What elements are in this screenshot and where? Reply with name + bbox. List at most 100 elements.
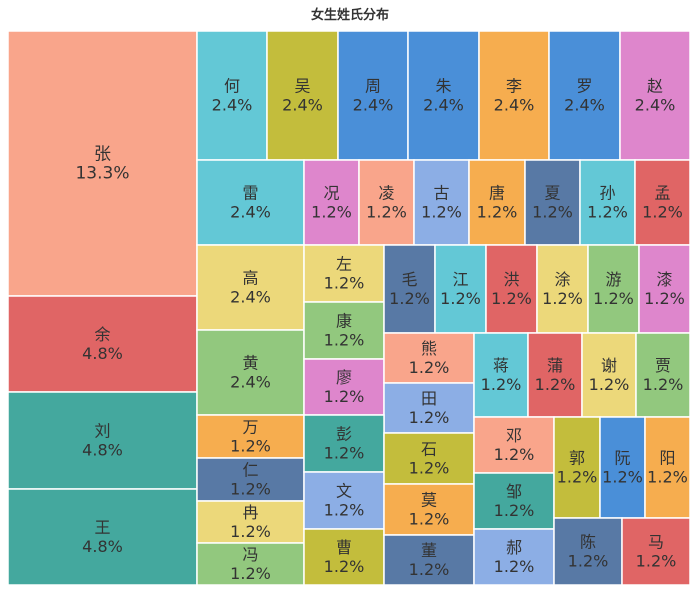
treemap-tile-rect[interactable] xyxy=(413,159,470,246)
treemap-tile[interactable]: 夏1.2% xyxy=(524,159,581,246)
treemap-tile-rect[interactable] xyxy=(553,416,601,519)
treemap-tile-rect[interactable] xyxy=(383,534,475,586)
treemap-tile[interactable]: 雷2.4% xyxy=(196,159,305,246)
treemap-tile[interactable]: 田1.2% xyxy=(383,382,475,434)
treemap-tile-rect[interactable] xyxy=(579,159,636,246)
treemap-tile[interactable]: 阳1.2% xyxy=(644,416,691,519)
treemap-tile[interactable]: 张13.3% xyxy=(7,30,198,297)
tile-value-label: 1.2% xyxy=(642,203,683,222)
treemap-tile-rect[interactable] xyxy=(303,159,360,246)
tile-name-label: 涂 xyxy=(554,270,570,289)
treemap-tile[interactable]: 马1.2% xyxy=(621,517,691,586)
treemap-tile-rect[interactable] xyxy=(478,30,550,161)
treemap-tile[interactable]: 冯1.2% xyxy=(196,542,305,586)
treemap-tile[interactable]: 古1.2% xyxy=(413,159,470,246)
treemap-tile[interactable]: 陈1.2% xyxy=(553,517,623,586)
treemap-tile[interactable]: 涂1.2% xyxy=(536,244,589,334)
treemap-tile[interactable]: 刘4.8% xyxy=(7,391,198,490)
treemap-tile[interactable]: 莫1.2% xyxy=(383,483,475,536)
treemap-tile[interactable]: 仁1.2% xyxy=(196,457,305,502)
treemap-tile[interactable]: 郝1.2% xyxy=(473,528,555,586)
treemap-tile-rect[interactable] xyxy=(266,30,339,161)
treemap-tile[interactable]: 李2.4% xyxy=(478,30,550,161)
treemap-tile[interactable]: 余4.8% xyxy=(7,295,198,393)
treemap-tile[interactable]: 邓1.2% xyxy=(473,416,555,474)
treemap-tile[interactable]: 廖1.2% xyxy=(303,358,385,416)
treemap-tile-rect[interactable] xyxy=(196,414,305,459)
treemap-tile[interactable]: 左1.2% xyxy=(303,244,385,303)
treemap-tile[interactable]: 孟1.2% xyxy=(634,159,691,246)
treemap-tile-rect[interactable] xyxy=(407,30,480,161)
treemap-tile-rect[interactable] xyxy=(587,244,640,334)
treemap-tile[interactable]: 文1.2% xyxy=(303,471,385,530)
treemap-tile-rect[interactable] xyxy=(634,159,691,246)
treemap-tile[interactable]: 曹1.2% xyxy=(303,528,385,586)
treemap-tile-rect[interactable] xyxy=(303,358,385,416)
treemap-tile[interactable]: 毛1.2% xyxy=(383,244,436,334)
treemap-tile-rect[interactable] xyxy=(619,30,691,161)
tile-value-label: 4.8% xyxy=(82,344,123,363)
treemap-tile[interactable]: 蒋1.2% xyxy=(473,332,529,418)
tile-value-label: 1.2% xyxy=(647,468,688,487)
treemap-tile-rect[interactable] xyxy=(635,332,691,418)
treemap-tile[interactable]: 高2.4% xyxy=(196,244,305,331)
tile-name-label: 彭 xyxy=(336,425,352,444)
treemap-tile-rect[interactable] xyxy=(383,332,475,384)
treemap-tile-rect[interactable] xyxy=(303,471,385,530)
treemap-tile-rect[interactable] xyxy=(303,244,385,303)
tile-name-label: 左 xyxy=(336,255,352,274)
treemap-tile[interactable]: 董1.2% xyxy=(383,534,475,586)
treemap-tile-rect[interactable] xyxy=(644,416,691,519)
treemap-tile-rect[interactable] xyxy=(473,332,529,418)
treemap-tile-rect[interactable] xyxy=(196,457,305,502)
treemap-tile[interactable]: 周2.4% xyxy=(337,30,409,161)
treemap-tile[interactable]: 冉1.2% xyxy=(196,500,305,544)
treemap-tile[interactable]: 罗2.4% xyxy=(548,30,621,161)
treemap-tile[interactable]: 熊1.2% xyxy=(383,332,475,384)
treemap-tile-rect[interactable] xyxy=(196,30,268,161)
treemap-tile-rect[interactable] xyxy=(303,414,385,473)
treemap-tile[interactable]: 赵2.4% xyxy=(619,30,691,161)
treemap-tile[interactable]: 贾1.2% xyxy=(635,332,691,418)
treemap-tile[interactable]: 阮1.2% xyxy=(599,416,646,519)
treemap-tile[interactable]: 洪1.2% xyxy=(485,244,538,334)
treemap-tile[interactable]: 凌1.2% xyxy=(358,159,415,246)
treemap-tile-rect[interactable] xyxy=(536,244,589,334)
treemap-tile[interactable]: 郭1.2% xyxy=(553,416,601,519)
treemap-tile[interactable]: 王4.8% xyxy=(7,488,198,586)
treemap-tile-rect[interactable] xyxy=(473,472,555,530)
treemap-tile-rect[interactable] xyxy=(599,416,646,519)
treemap-tile[interactable]: 吴2.4% xyxy=(266,30,339,161)
treemap-tile[interactable]: 唐1.2% xyxy=(468,159,526,246)
treemap-tile-rect[interactable] xyxy=(383,432,475,485)
treemap-tile[interactable]: 漆1.2% xyxy=(638,244,691,334)
treemap-tile-rect[interactable] xyxy=(621,517,691,586)
treemap-tile-rect[interactable] xyxy=(196,500,305,544)
tile-value-label: 1.2% xyxy=(644,289,685,308)
treemap-tile-rect[interactable] xyxy=(527,332,583,418)
treemap-tile[interactable]: 游1.2% xyxy=(587,244,640,334)
treemap-tile-rect[interactable] xyxy=(303,528,385,586)
treemap-tile-rect[interactable] xyxy=(383,244,436,334)
treemap-tile[interactable]: 邹1.2% xyxy=(473,472,555,530)
treemap-tile[interactable]: 万1.2% xyxy=(196,414,305,459)
treemap-tile[interactable]: 江1.2% xyxy=(434,244,487,334)
treemap-tile[interactable]: 谢1.2% xyxy=(581,332,637,418)
treemap-tile[interactable]: 孙1.2% xyxy=(579,159,636,246)
treemap-tile-rect[interactable] xyxy=(383,382,475,434)
treemap-tile[interactable]: 蒲1.2% xyxy=(527,332,583,418)
treemap-tile[interactable]: 康1.2% xyxy=(303,301,385,360)
treemap-tile[interactable]: 朱2.4% xyxy=(407,30,480,161)
treemap-tile-rect[interactable] xyxy=(337,30,409,161)
treemap-tile-rect[interactable] xyxy=(358,159,415,246)
treemap-tile[interactable]: 况1.2% xyxy=(303,159,360,246)
treemap-tile[interactable]: 黄2.4% xyxy=(196,329,305,416)
treemap-tile-rect[interactable] xyxy=(485,244,538,334)
treemap-tile-rect[interactable] xyxy=(196,159,305,246)
treemap-tile-rect[interactable] xyxy=(553,517,623,586)
tile-name-label: 邓 xyxy=(506,426,522,445)
treemap-tile[interactable]: 彭1.2% xyxy=(303,414,385,473)
tile-name-label: 刘 xyxy=(94,422,110,441)
treemap-tile[interactable]: 何2.4% xyxy=(196,30,268,161)
treemap-tile[interactable]: 石1.2% xyxy=(383,432,475,485)
